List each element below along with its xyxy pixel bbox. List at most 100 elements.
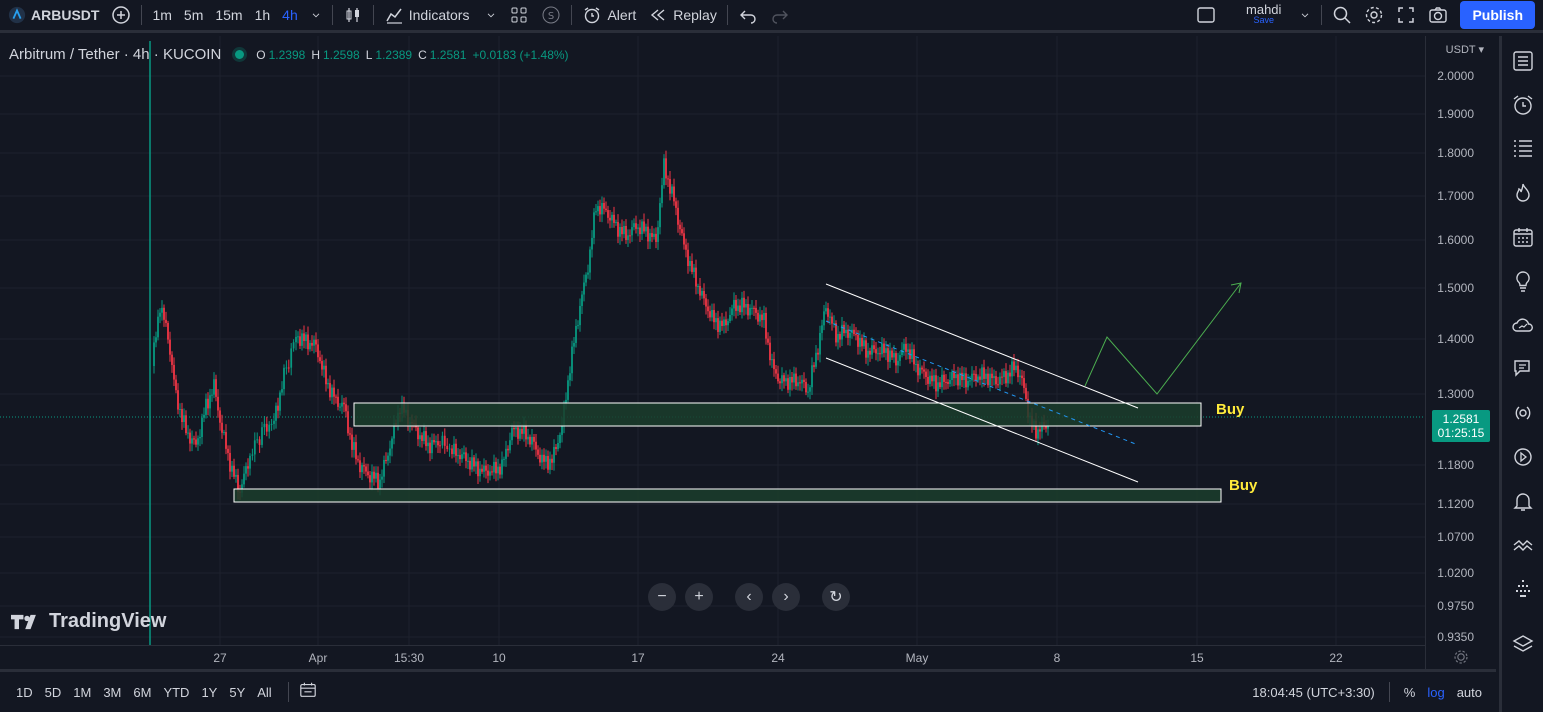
zigzag-icon <box>1513 540 1532 551</box>
candle-body <box>185 415 187 434</box>
log-scale-toggle[interactable]: log <box>1427 684 1445 700</box>
layers-button[interactable] <box>1508 630 1538 660</box>
calendar-button[interactable] <box>1508 222 1538 252</box>
chart-canvas[interactable] <box>0 36 1425 645</box>
candle-body <box>943 374 945 382</box>
range-all[interactable]: All <box>257 684 272 700</box>
streams-button[interactable] <box>1508 398 1538 428</box>
candle-body <box>323 365 325 370</box>
interval-dropdown[interactable] <box>304 0 328 30</box>
high-value: 1.2598 <box>323 47 360 62</box>
fullscreen-button[interactable] <box>1390 0 1422 30</box>
candle-body <box>859 337 861 347</box>
range-1y[interactable]: 1Y <box>201 684 218 700</box>
range-1d[interactable]: 1D <box>16 684 33 700</box>
interval-4h[interactable]: 4h <box>282 7 298 23</box>
chart-type-button[interactable] <box>337 0 369 30</box>
candle-body <box>769 342 771 361</box>
publish-button[interactable]: Publish <box>1460 1 1535 29</box>
candle-body <box>955 374 957 379</box>
candle-body <box>503 458 505 460</box>
watchlist-button[interactable] <box>1508 46 1538 76</box>
chart-pane[interactable]: Arbitrum / Tether · 4h · KUCOIN O 1.2398 … <box>0 36 1496 669</box>
timezone-settings-icon[interactable] <box>1453 649 1469 665</box>
redo-button[interactable] <box>764 0 796 30</box>
data-window-button[interactable] <box>1508 310 1538 340</box>
candle-body <box>369 475 371 483</box>
range-1m[interactable]: 1M <box>73 684 92 700</box>
zoom-out-button[interactable]: − <box>648 583 676 611</box>
scroll-right-button[interactable]: › <box>772 583 800 611</box>
fullscreen-icon <box>1398 7 1415 23</box>
pine-button[interactable] <box>1508 574 1538 604</box>
candle-body <box>309 342 311 350</box>
time-axis[interactable]: 27 Apr 15:30 10 17 24 May 8 15 22 <box>0 645 1468 669</box>
notifications-button[interactable] <box>1508 486 1538 516</box>
candle-body <box>883 343 885 353</box>
hotlists-button[interactable] <box>1508 178 1538 208</box>
interval-1m[interactable]: 1m <box>152 7 172 23</box>
zoom-in-button[interactable]: + <box>685 583 713 611</box>
financials-button[interactable]: S <box>535 0 567 30</box>
scroll-left-button[interactable]: ‹ <box>735 583 763 611</box>
interval-1h[interactable]: 1h <box>254 7 271 23</box>
cloud-chart-icon <box>1511 318 1533 332</box>
chevron-down-icon <box>312 13 320 18</box>
goto-date-button[interactable] <box>299 681 317 704</box>
interval-15m[interactable]: 15m <box>215 7 243 23</box>
alerts-button[interactable] <box>1508 90 1538 120</box>
currency-selector[interactable]: USDT ▾ <box>1445 44 1484 56</box>
playback-button[interactable] <box>1508 442 1538 472</box>
plus-circle-icon <box>112 6 131 24</box>
object-tree-button[interactable] <box>1508 134 1538 164</box>
range-5d[interactable]: 5D <box>44 684 62 700</box>
candle-body <box>805 381 807 393</box>
replay-button[interactable]: Replay <box>642 0 723 30</box>
clock-timezone[interactable]: 18:04:45 (UTC+3:30) <box>1252 684 1375 700</box>
market-status-dot[interactable] <box>235 50 245 59</box>
candle-body <box>581 294 583 307</box>
interval-5m[interactable]: 5m <box>183 7 204 23</box>
dom-button[interactable] <box>1508 530 1538 560</box>
templates-button[interactable] <box>503 0 535 30</box>
indicators-button[interactable]: Indicators <box>378 0 504 30</box>
price-axis[interactable]: USDT ▾ 2.0000 1.9000 1.8000 1.7000 1.600… <box>1425 36 1496 669</box>
candle-body <box>631 227 633 236</box>
candle-body <box>373 471 375 479</box>
user-save-button[interactable]: mahdi Save <box>1234 0 1317 30</box>
candle-body <box>757 312 759 322</box>
range-ytd[interactable]: YTD <box>163 684 190 700</box>
alert-label: Alert <box>607 7 637 23</box>
range-3m[interactable]: 3M <box>103 684 122 700</box>
auto-scale-toggle[interactable]: auto <box>1456 684 1482 700</box>
tradingview-logo[interactable]: TradingView <box>11 610 166 633</box>
candle-body <box>1011 361 1013 377</box>
undo-button[interactable] <box>732 0 764 30</box>
range-5y[interactable]: 5Y <box>229 684 246 700</box>
layout-button[interactable] <box>1190 0 1222 30</box>
reset-chart-button[interactable]: ↻ <box>822 583 850 611</box>
snapshot-button[interactable] <box>1422 0 1454 30</box>
list-icon <box>1512 51 1533 71</box>
settings-button[interactable] <box>1358 0 1390 30</box>
candle-body <box>881 343 883 355</box>
candle-body <box>549 458 551 470</box>
alert-button[interactable]: Alert <box>576 0 642 30</box>
candle-body <box>893 353 895 358</box>
candle-body <box>991 373 993 379</box>
ideas-button[interactable] <box>1508 266 1538 296</box>
candle-body <box>429 442 431 454</box>
candle-body <box>703 290 705 299</box>
candle-body <box>641 221 643 235</box>
candle-body <box>197 438 199 445</box>
candle-body <box>937 382 939 392</box>
symbol-search[interactable]: ARBUSDT <box>0 0 105 30</box>
range-6m[interactable]: 6M <box>133 684 152 700</box>
percent-scale-toggle[interactable]: % <box>1403 684 1416 700</box>
chats-button[interactable] <box>1508 354 1538 384</box>
candle-body <box>767 338 769 343</box>
search-button[interactable] <box>1326 0 1358 30</box>
candle-body <box>203 414 205 418</box>
candle-body <box>807 391 809 393</box>
compare-add-button[interactable] <box>105 0 137 30</box>
